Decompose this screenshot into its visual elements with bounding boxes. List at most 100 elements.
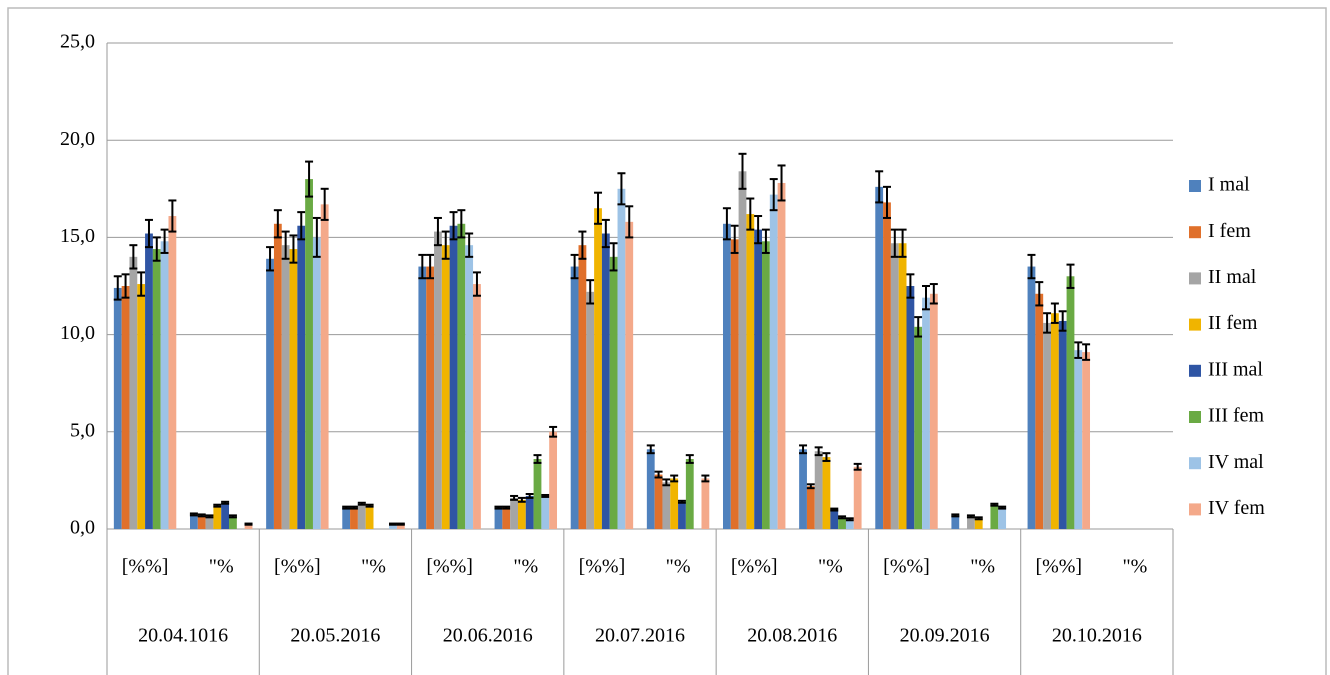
bar (189, 514, 198, 529)
error-bar (418, 253, 427, 280)
y-tick-label: 10,0 (60, 322, 95, 344)
error-bar (152, 236, 161, 262)
y-tick-label: 20,0 (60, 128, 95, 150)
error-bar (746, 197, 755, 231)
bar (273, 223, 282, 530)
group-label: 20.09.2016 (900, 625, 990, 647)
error-bar (197, 513, 206, 518)
bar (152, 249, 161, 529)
error-bar (898, 228, 907, 258)
error-bar (449, 211, 458, 241)
bar (434, 231, 442, 529)
bar (967, 516, 975, 529)
error-bar (685, 454, 694, 464)
error-bar (121, 273, 130, 299)
error-bar (882, 185, 891, 219)
error-bar (365, 503, 374, 508)
bar (662, 482, 671, 529)
bar (289, 249, 298, 529)
bar (525, 495, 534, 529)
legend-label: I fem (1208, 220, 1251, 242)
error-bar (722, 207, 731, 241)
y-tick-label: 5,0 (70, 419, 95, 441)
x-tick-label: [%%] (1035, 556, 1082, 578)
bar (1035, 293, 1044, 529)
error-bar (137, 271, 146, 297)
bar (266, 258, 274, 529)
error-bar (609, 242, 618, 272)
error-bar (974, 516, 983, 521)
error-bar (1066, 263, 1075, 289)
bar (465, 245, 474, 529)
bar (701, 478, 710, 529)
bar (229, 516, 237, 529)
error-bar (822, 452, 831, 462)
error-bar (1082, 343, 1091, 361)
bar (609, 256, 618, 529)
x-tick-label: "% (666, 556, 691, 578)
bar (1043, 322, 1051, 529)
bar (799, 449, 807, 529)
error-bar (244, 522, 253, 526)
error-bar (845, 517, 854, 522)
error-bar (754, 215, 763, 245)
error-bar (221, 500, 230, 505)
error-bar (541, 493, 550, 498)
error-bar (494, 505, 503, 510)
legend-swatch (1189, 180, 1201, 192)
bar (822, 457, 831, 529)
x-tick-label: [%%] (883, 556, 930, 578)
error-bar (806, 483, 815, 490)
error-bar (525, 493, 534, 499)
error-bar (1035, 281, 1044, 307)
bar (898, 243, 907, 529)
bar (974, 518, 983, 529)
error-bar (1074, 341, 1083, 359)
error-bar (998, 505, 1007, 510)
bar (160, 241, 169, 529)
bar (350, 507, 358, 529)
error-bar (838, 515, 847, 520)
x-tick-label: "% (818, 556, 843, 578)
bar (389, 524, 397, 529)
bar (297, 225, 306, 529)
bar (601, 233, 610, 529)
error-bar (799, 444, 808, 455)
error-bar (189, 512, 198, 517)
bar (1027, 266, 1036, 529)
bar (914, 326, 923, 529)
bar (769, 194, 778, 529)
legend-label: III mal (1208, 358, 1263, 380)
bar (998, 507, 1007, 529)
error-bar (312, 216, 321, 258)
error-bar (113, 275, 122, 301)
bar (586, 291, 595, 529)
error-bar (701, 474, 710, 483)
error-bar (297, 211, 306, 241)
error-bar (677, 499, 686, 504)
error-bar (342, 505, 351, 510)
error-bar (853, 462, 862, 471)
bar (197, 515, 206, 529)
error-bar (441, 230, 450, 260)
error-bar (1050, 302, 1059, 324)
bar (883, 202, 891, 529)
bar (762, 241, 770, 529)
legend-swatch (1189, 318, 1201, 331)
bar (806, 486, 815, 529)
x-tick-label: [%%] (274, 556, 321, 578)
x-tick-label: "% (970, 556, 995, 578)
bar (777, 182, 786, 529)
bar (517, 499, 526, 529)
group-label: 20.06.2016 (443, 625, 533, 647)
bar (738, 171, 747, 529)
error-bar (654, 470, 663, 479)
error-bar (305, 160, 314, 198)
bar (1082, 352, 1091, 529)
error-bar (625, 205, 634, 239)
legend-label: IV fem (1208, 497, 1265, 519)
group-label: 20.07.2016 (595, 625, 685, 647)
error-bar (168, 199, 177, 233)
bar (746, 214, 755, 529)
